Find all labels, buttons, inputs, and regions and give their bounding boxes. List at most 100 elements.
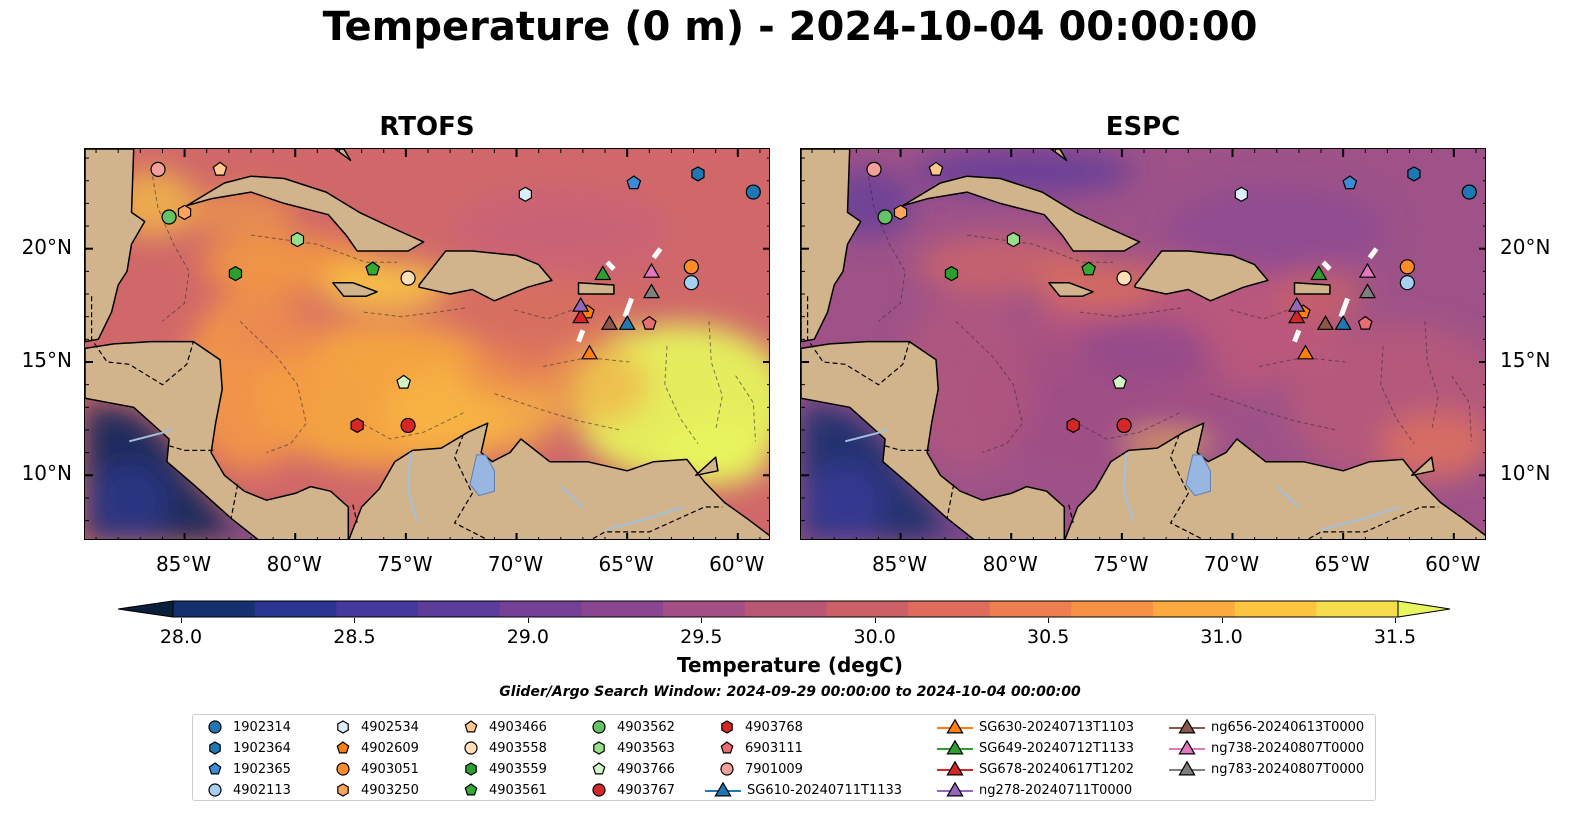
colorbar-segment	[336, 601, 419, 617]
colorbar-tick-mark	[701, 618, 703, 623]
espc-map[interactable]	[800, 148, 1486, 540]
colorbar-segment	[173, 601, 256, 617]
isobath-line	[1210, 393, 1337, 431]
glider-track	[651, 247, 663, 260]
legend-marker	[592, 783, 606, 797]
legend-item: SG630-20240713T1103	[937, 717, 1134, 737]
colorbar-tick-mark	[1395, 618, 1396, 623]
legend-item: 4903768	[715, 717, 803, 737]
legend-swatch	[464, 720, 478, 733]
lon-tick-label: 80°W	[266, 552, 322, 576]
isobaths	[866, 169, 1472, 454]
legend-swatch	[1169, 718, 1205, 734]
land-central	[801, 340, 1066, 539]
temperature-blob	[1380, 411, 1485, 480]
marker-SG678-20240617T1202	[572, 308, 590, 324]
legend-marker	[721, 720, 733, 734]
legend-label: 1902365	[233, 761, 291, 777]
legend-label: SG678-20240617T1202	[979, 761, 1135, 777]
legend-item: ng738-20240807T0000	[1169, 738, 1364, 758]
marker-4902113	[683, 275, 699, 291]
legend-item: 4903561	[459, 780, 547, 800]
land-trinidad	[695, 456, 719, 477]
legend-swatch	[937, 760, 973, 776]
colorbar-segment	[826, 601, 909, 617]
legend-label: 4903766	[617, 761, 675, 777]
isobath-line	[1380, 346, 1415, 444]
colorbar-segment	[744, 601, 827, 617]
map-canvas	[801, 149, 1485, 539]
marker-4903563	[1006, 231, 1021, 248]
glider-track	[576, 329, 586, 343]
marker-ng656-20240613T0000	[1316, 314, 1335, 330]
lat-tick-label-right: 20°N	[1500, 234, 1551, 259]
legend-swatch	[592, 720, 606, 734]
marker-4903051	[683, 259, 699, 275]
river-line	[129, 429, 172, 443]
temperature-field	[109, 169, 769, 487]
lon-tick-label: 75°W	[377, 552, 433, 576]
legend-item: 4903563	[587, 738, 675, 758]
legend-marker	[465, 762, 477, 776]
colorbar-segment	[1234, 601, 1317, 617]
border-line	[1068, 504, 1074, 524]
marker-6903111	[641, 315, 657, 330]
legend-marker	[592, 720, 606, 734]
legend-item: SG649-20240712T1133	[937, 738, 1134, 758]
legend-item: 4903767	[587, 780, 675, 800]
marker-ng278-20240711T0000	[572, 296, 590, 312]
rtofs-map[interactable]	[84, 148, 770, 540]
legend-marker	[720, 741, 734, 754]
marker-SG610-20240711T1133	[1334, 314, 1352, 330]
marker-4902534	[518, 186, 532, 202]
temperature-blob	[321, 260, 446, 310]
legend-marker	[208, 762, 222, 775]
marker-4903559	[944, 265, 959, 282]
land-jamaica	[332, 281, 378, 298]
colorbar-tick-mark	[181, 618, 182, 623]
marker-4903767	[1116, 417, 1132, 434]
isobath-line	[664, 346, 699, 444]
float-markers	[150, 161, 761, 434]
land-bahamas1	[334, 149, 352, 162]
legend-marker	[1178, 739, 1196, 755]
land-trinidad	[1411, 456, 1435, 477]
lon-tick-label: 75°W	[1093, 552, 1149, 576]
marker-6903111	[1357, 315, 1373, 330]
land-southam	[1064, 422, 1485, 539]
legend-label: SG630-20240713T1103	[979, 719, 1135, 735]
legend-label: ng278-20240711T0000	[979, 782, 1133, 798]
border-line	[90, 296, 194, 386]
land-jamaica	[1048, 281, 1094, 298]
marker-1902364	[1407, 166, 1421, 182]
colorbar-segment	[1153, 601, 1236, 617]
lon-tick-label: 60°W	[709, 552, 765, 576]
temperature-blob	[1037, 260, 1162, 310]
lat-tick-label-right: 15°N	[1500, 347, 1551, 372]
colorbar-tick-mark	[527, 618, 529, 623]
marker-4903766	[1112, 374, 1128, 389]
legend-item: 4903250	[331, 780, 419, 800]
isobath-line	[955, 320, 1023, 454]
legend-label: 4902113	[233, 782, 291, 798]
legend-marker	[946, 718, 964, 734]
legend-label: 1902314	[233, 719, 291, 735]
land-mexico	[801, 149, 862, 343]
panel-title-espc: ESPC	[1105, 112, 1181, 142]
legend-marker	[946, 760, 964, 776]
colorbar-tick-label: 30.0	[853, 626, 896, 648]
isobath-line	[735, 375, 756, 442]
border-line	[453, 434, 488, 539]
legend-label: 4903051	[361, 761, 419, 777]
lat-tick-label-left: 15°N	[21, 347, 72, 372]
legend-swatch	[208, 762, 222, 775]
marker-4903466	[212, 161, 228, 176]
border-line	[806, 296, 910, 386]
colorbar-extend-high	[1397, 600, 1451, 618]
map-canvas	[85, 149, 769, 539]
marker-4902113	[1399, 275, 1415, 291]
legend-label: 4903559	[489, 761, 547, 777]
colorbar-segment	[908, 601, 991, 617]
legend-item: 4903466	[459, 717, 547, 737]
temperature-blob	[1166, 185, 1388, 276]
